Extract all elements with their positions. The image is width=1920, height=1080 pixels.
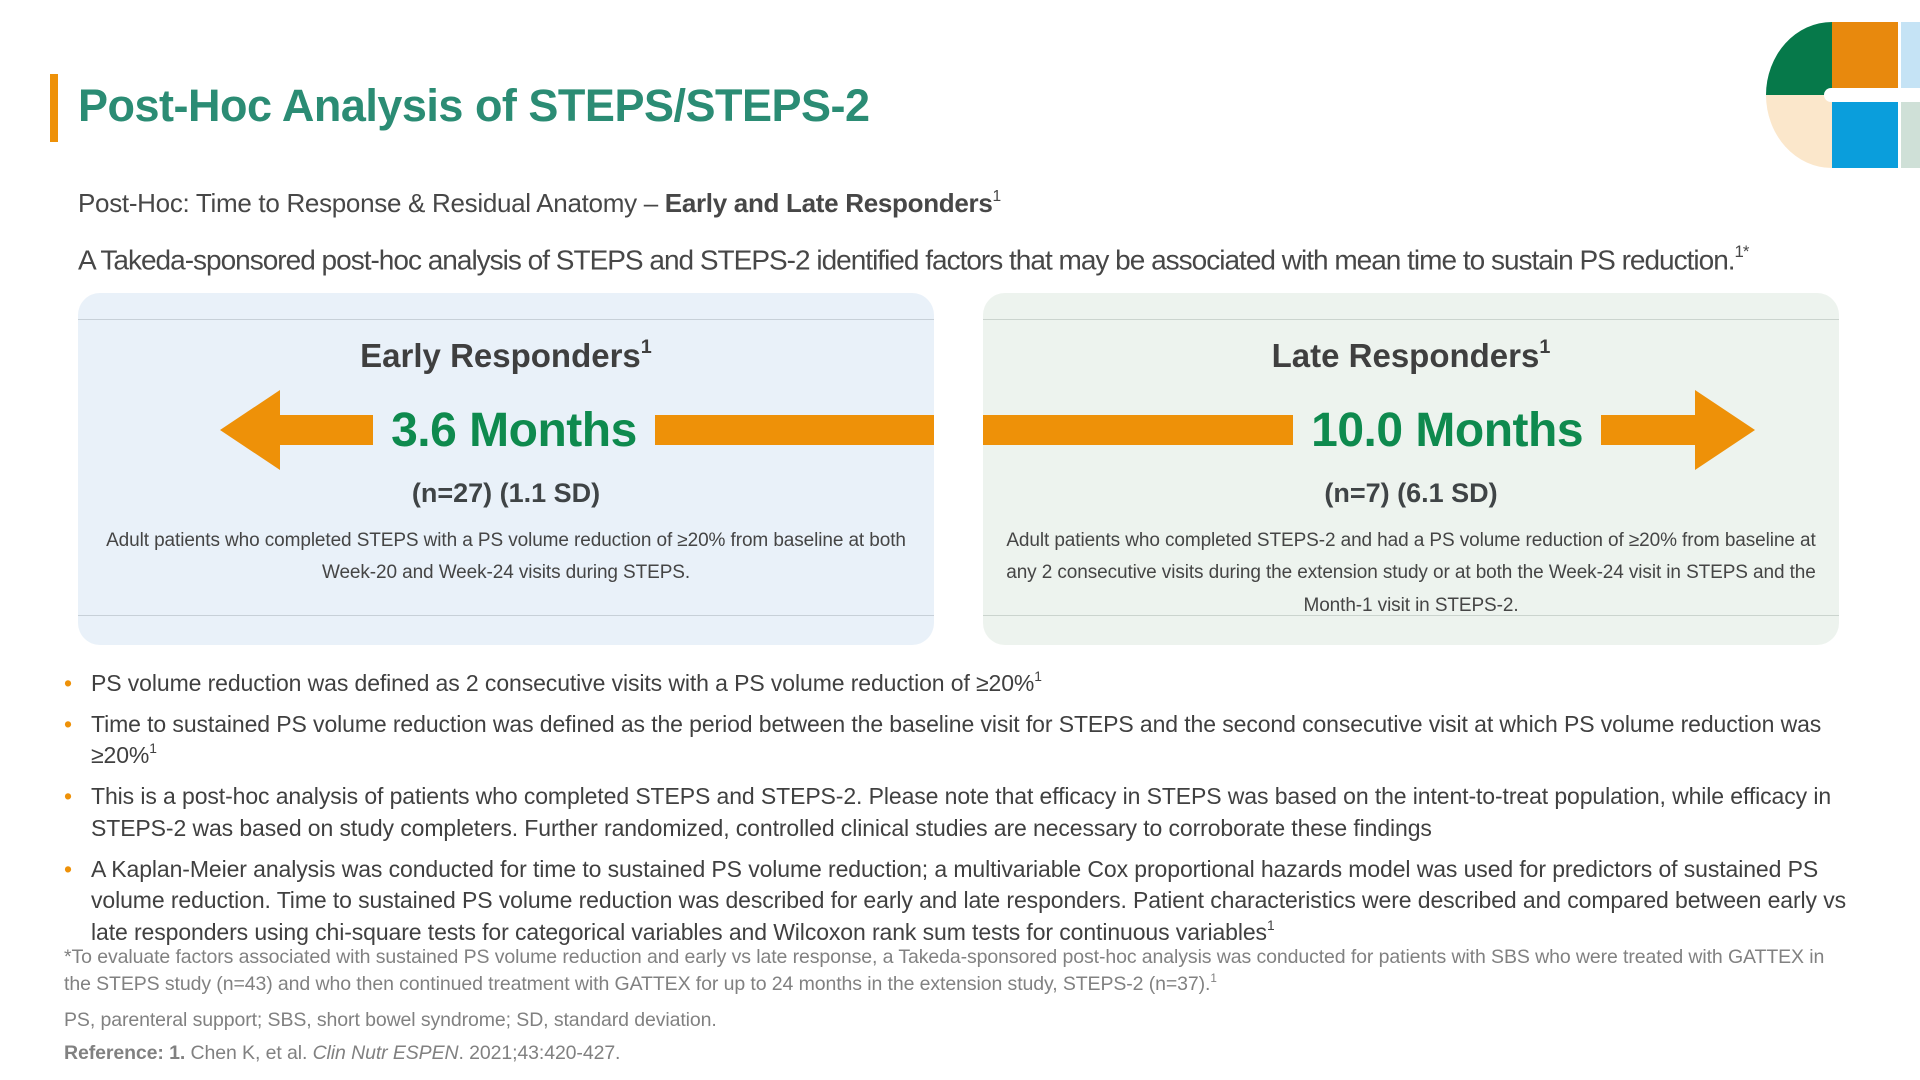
reference-authors: Chen K, et al. [185, 1041, 313, 1064]
bullet-superscript: 1 [1034, 668, 1042, 684]
bullet-dot-icon: • [64, 670, 72, 696]
logo-tile-orange [1832, 22, 1898, 88]
sample-stats: (n=7) (6.1 SD) [1324, 478, 1498, 508]
logo-tile-light-blue [1901, 22, 1920, 88]
bullet-text: A Kaplan-Meier analysis was conducted fo… [91, 855, 1847, 946]
card-title: Late Responders1 [983, 329, 1839, 376]
months-value: 3.6 Months [391, 403, 637, 457]
duration-arrow-right: 10.0 Months [983, 390, 1839, 470]
early-responders-card: Early Responders1 3.6 Months (n=27) (1.1… [78, 293, 934, 645]
duration-arrow-left: 3.6 Months [78, 390, 934, 470]
reference-label: Reference: 1. [64, 1041, 186, 1064]
footnote-superscript: 1 [1210, 971, 1217, 985]
left-arrow-icon [220, 390, 280, 470]
intro-text: A Takeda-sponsored post-hoc analysis of … [78, 242, 1750, 276]
card-title-text: Late Responders [1271, 337, 1540, 374]
bullet-text: Time to sustained PS volume reduction wa… [91, 710, 1822, 769]
bullet-dot-icon: • [64, 855, 72, 882]
logo-quarter-green [1766, 22, 1832, 95]
late-responders-card: Late Responders1 10.0 Months (n=7) (6.1 … [983, 293, 1839, 645]
reference-citation: . 2021;43:420-427. [458, 1041, 621, 1064]
footnote-reference: Reference: 1. Chen K, et al. Clin Nutr E… [64, 1040, 1856, 1067]
reference-journal: Clin Nutr ESPEN [312, 1041, 459, 1064]
subtitle-regular: Post-Hoc: Time to Response & Residual An… [78, 188, 665, 218]
right-arrow-icon [1695, 390, 1755, 470]
arrow-bar [1601, 415, 1695, 445]
logo-tile-blue [1832, 102, 1898, 168]
months-value: 10.0 Months [1311, 403, 1584, 457]
card-title-superscript: 1 [640, 336, 652, 359]
bullet-item: • PS volume reduction was defined as 2 c… [64, 668, 1856, 700]
intro-superscript: 1* [1734, 242, 1750, 262]
bullet-superscript: 1 [1266, 918, 1275, 934]
logo-tile-light-green [1901, 102, 1920, 168]
arrow-bar [983, 415, 1294, 445]
responder-cards: Early Responders1 3.6 Months (n=27) (1.1… [78, 293, 1839, 645]
bullet-text: This is a post-hoc analysis of patients … [91, 783, 1832, 841]
bullet-superscript: 1 [149, 741, 157, 757]
bullet-item: • This is a post-hoc analysis of patient… [64, 781, 1856, 844]
title-accent-bar [50, 74, 58, 142]
subtitle: Post-Hoc: Time to Response & Residual An… [78, 188, 1001, 219]
bullet-item: • Time to sustained PS volume reduction … [64, 709, 1856, 772]
card-title-text: Early Responders [360, 337, 641, 374]
footnotes: *To evaluate factors associated with sus… [64, 944, 1856, 1067]
arrow-bar [280, 415, 374, 445]
arrow-bar [654, 415, 934, 445]
logo-notch [1824, 88, 1920, 102]
key-points-list: • PS volume reduction was defined as 2 c… [64, 668, 1856, 958]
intro-body: A Takeda-sponsored post-hoc analysis of … [78, 244, 1736, 276]
footnote-asterisk: *To evaluate factors associated with sus… [64, 944, 1856, 999]
card-title-superscript: 1 [1539, 336, 1551, 359]
logo-quarter-cream [1766, 95, 1832, 168]
card-description: Adult patients who completed STEPS-2 and… [1006, 530, 1816, 616]
page-title: Post-Hoc Analysis of STEPS/STEPS-2 [78, 80, 870, 131]
brand-logo-icon [1766, 22, 1920, 168]
bullet-item: • A Kaplan-Meier analysis was conducted … [64, 854, 1856, 949]
subtitle-bold: Early and Late Responders [664, 188, 993, 218]
bullet-dot-icon: • [64, 710, 72, 737]
footnote-abbreviations: PS, parenteral support; SBS, short bowel… [64, 1008, 717, 1031]
footnote-asterisk-text: *To evaluate factors associated with sus… [64, 946, 1825, 996]
card-description: Adult patients who completed STEPS with … [106, 530, 906, 584]
card-title: Early Responders1 [78, 329, 934, 376]
bullet-text: PS volume reduction was defined as 2 con… [91, 670, 1035, 696]
sample-stats: (n=27) (1.1 SD) [411, 478, 601, 508]
bullet-dot-icon: • [64, 783, 72, 810]
subtitle-superscript: 1 [992, 187, 1002, 205]
